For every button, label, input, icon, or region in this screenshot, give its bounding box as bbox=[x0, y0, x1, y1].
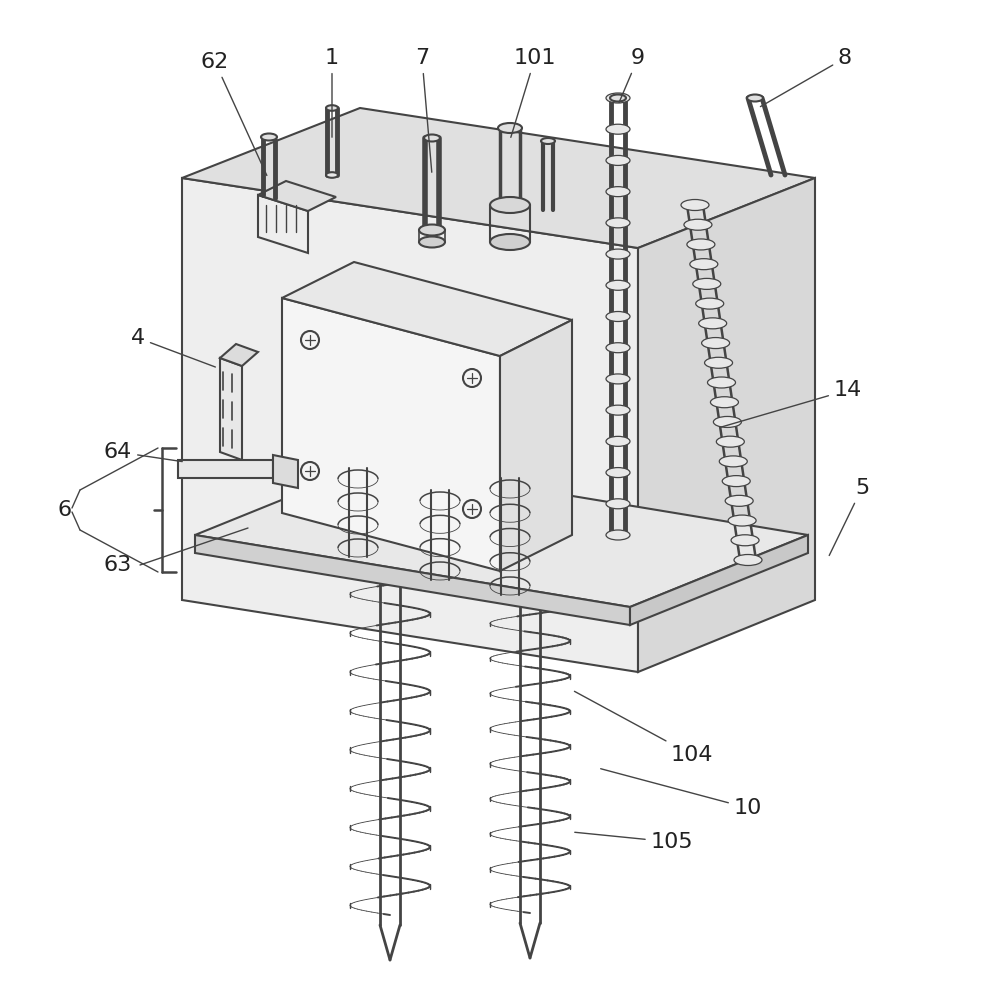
Ellipse shape bbox=[606, 343, 630, 353]
Ellipse shape bbox=[419, 237, 445, 247]
Ellipse shape bbox=[687, 239, 715, 249]
Ellipse shape bbox=[731, 534, 759, 546]
Ellipse shape bbox=[713, 416, 741, 428]
Polygon shape bbox=[182, 108, 815, 248]
Ellipse shape bbox=[606, 405, 630, 415]
Polygon shape bbox=[273, 455, 298, 488]
Ellipse shape bbox=[463, 500, 481, 518]
Ellipse shape bbox=[326, 106, 338, 110]
Polygon shape bbox=[182, 178, 638, 672]
Text: 1: 1 bbox=[325, 48, 339, 137]
Ellipse shape bbox=[606, 530, 630, 540]
Text: 10: 10 bbox=[601, 769, 762, 818]
Ellipse shape bbox=[606, 218, 630, 228]
Ellipse shape bbox=[424, 134, 440, 142]
Ellipse shape bbox=[463, 369, 481, 387]
Ellipse shape bbox=[693, 278, 721, 289]
Ellipse shape bbox=[705, 357, 733, 369]
Text: 4: 4 bbox=[131, 328, 215, 367]
Polygon shape bbox=[178, 460, 273, 478]
Polygon shape bbox=[195, 463, 808, 607]
Polygon shape bbox=[500, 320, 572, 571]
Polygon shape bbox=[220, 358, 242, 460]
Ellipse shape bbox=[301, 331, 319, 349]
Ellipse shape bbox=[699, 317, 727, 329]
Ellipse shape bbox=[606, 437, 630, 447]
Text: 105: 105 bbox=[575, 832, 693, 852]
Text: 14: 14 bbox=[721, 380, 862, 427]
Text: 62: 62 bbox=[201, 52, 267, 176]
Text: 64: 64 bbox=[104, 442, 182, 462]
Text: 7: 7 bbox=[415, 48, 432, 173]
Ellipse shape bbox=[716, 436, 744, 448]
Ellipse shape bbox=[606, 124, 630, 134]
Ellipse shape bbox=[261, 133, 277, 140]
Text: 101: 101 bbox=[511, 48, 556, 137]
Ellipse shape bbox=[326, 173, 338, 177]
Polygon shape bbox=[638, 178, 815, 672]
Polygon shape bbox=[630, 535, 808, 625]
Ellipse shape bbox=[606, 186, 630, 196]
Ellipse shape bbox=[681, 199, 709, 210]
Polygon shape bbox=[282, 298, 500, 571]
Ellipse shape bbox=[606, 280, 630, 290]
Ellipse shape bbox=[725, 495, 753, 507]
Polygon shape bbox=[220, 344, 258, 366]
Ellipse shape bbox=[490, 197, 530, 213]
Ellipse shape bbox=[690, 258, 718, 269]
Polygon shape bbox=[258, 195, 308, 253]
Polygon shape bbox=[195, 535, 630, 625]
Text: 5: 5 bbox=[829, 478, 869, 555]
Ellipse shape bbox=[734, 554, 762, 566]
Ellipse shape bbox=[747, 95, 763, 102]
Text: 63: 63 bbox=[104, 555, 132, 575]
Ellipse shape bbox=[419, 225, 445, 236]
Text: 6: 6 bbox=[58, 500, 72, 520]
Text: 8: 8 bbox=[760, 48, 852, 106]
Ellipse shape bbox=[684, 219, 712, 230]
Ellipse shape bbox=[710, 396, 738, 408]
Text: 104: 104 bbox=[574, 691, 713, 765]
Ellipse shape bbox=[541, 138, 555, 144]
Ellipse shape bbox=[606, 467, 630, 477]
Ellipse shape bbox=[696, 298, 724, 310]
Ellipse shape bbox=[606, 156, 630, 166]
Ellipse shape bbox=[490, 234, 530, 250]
Polygon shape bbox=[258, 181, 336, 211]
Polygon shape bbox=[282, 262, 572, 356]
Ellipse shape bbox=[606, 499, 630, 509]
Ellipse shape bbox=[606, 374, 630, 384]
Ellipse shape bbox=[606, 249, 630, 259]
Ellipse shape bbox=[606, 93, 630, 103]
Ellipse shape bbox=[606, 312, 630, 321]
Text: 9: 9 bbox=[619, 48, 645, 103]
Ellipse shape bbox=[708, 377, 736, 388]
Ellipse shape bbox=[722, 475, 750, 487]
Ellipse shape bbox=[719, 456, 747, 467]
Ellipse shape bbox=[728, 515, 756, 527]
Ellipse shape bbox=[702, 337, 730, 349]
Ellipse shape bbox=[610, 95, 626, 102]
Ellipse shape bbox=[498, 123, 522, 133]
Ellipse shape bbox=[301, 462, 319, 480]
